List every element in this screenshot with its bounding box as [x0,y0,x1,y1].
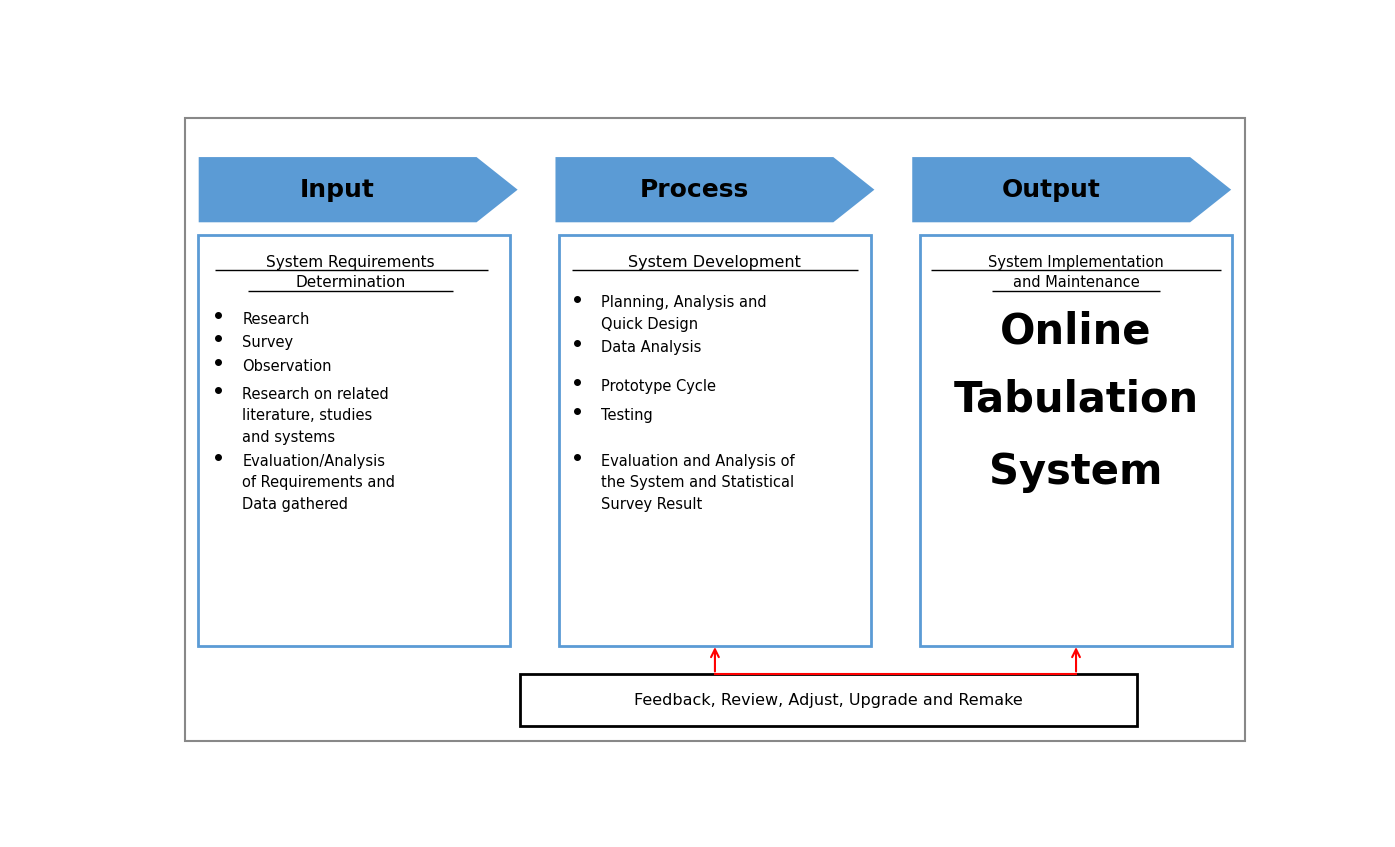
Text: System: System [989,451,1162,493]
FancyBboxPatch shape [921,235,1232,646]
Text: Determination: Determination [296,275,406,291]
Polygon shape [555,157,875,222]
Text: Research: Research [243,312,310,327]
Text: Process: Process [640,178,749,202]
Text: Survey: Survey [243,335,293,350]
FancyBboxPatch shape [198,235,509,646]
FancyBboxPatch shape [520,674,1137,727]
Text: System Development: System Development [629,255,801,269]
Polygon shape [912,157,1232,222]
Text: System Implementation: System Implementation [988,255,1163,269]
Text: and Maintenance: and Maintenance [1013,275,1140,291]
Text: Prototype Cycle: Prototype Cycle [601,379,717,394]
Text: Feedback, Review, Adjust, Upgrade and Remake: Feedback, Review, Adjust, Upgrade and Re… [635,693,1023,708]
Text: Output: Output [1002,178,1101,202]
Text: Evaluation/Analysis
of Requirements and
Data gathered: Evaluation/Analysis of Requirements and … [243,454,396,512]
Text: Data Analysis: Data Analysis [601,340,702,355]
Text: Research on related
literature, studies
and systems: Research on related literature, studies … [243,386,389,445]
Text: Evaluation and Analysis of
the System and Statistical
Survey Result: Evaluation and Analysis of the System an… [601,454,795,512]
Text: Observation: Observation [243,358,332,374]
Text: Testing: Testing [601,407,653,423]
Text: Online: Online [1000,310,1152,352]
Text: Input: Input [300,178,375,202]
Text: Planning, Analysis and
Quick Design: Planning, Analysis and Quick Design [601,296,767,332]
FancyBboxPatch shape [559,235,870,646]
Polygon shape [198,157,518,222]
Text: System Requirements: System Requirements [266,255,435,269]
Text: Tabulation: Tabulation [953,379,1198,421]
